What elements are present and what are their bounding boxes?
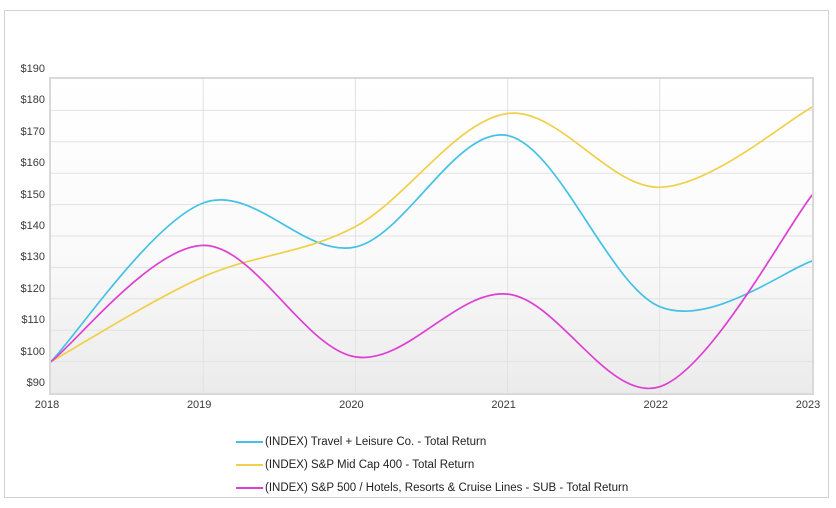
x-axis-tick-label: 2023 [795, 399, 821, 411]
series-travel-leisure-line [51, 134, 812, 363]
y-axis-tick-label: $150 [20, 188, 45, 201]
legend-label: (INDEX) S&P Mid Cap 400 - Total Return [265, 459, 475, 471]
gridlines [51, 79, 812, 393]
series-sp-midcap-400-line [51, 106, 812, 363]
legend-line-swatch [236, 487, 263, 489]
legend-line-swatch [236, 441, 263, 443]
chart-frame: $90 $100 $110 $120 $130 $140 $150 $160 $170 $180 $… [4, 10, 829, 498]
x-axis-tick-label: 2019 [186, 399, 212, 411]
y-axis-tick-label: $100 [20, 345, 45, 358]
series-lines [51, 106, 812, 390]
plot-canvas [51, 79, 812, 393]
y-axis-tick-label: $170 [20, 125, 45, 138]
legend-item: (INDEX) Travel + Leisure Co. - Total Ret… [236, 435, 486, 449]
y-axis-tick-label: $120 [20, 282, 45, 295]
y-axis-tick-label: $140 [20, 220, 45, 232]
legend-label: (INDEX) Travel + Leisure Co. - Total Ret… [265, 436, 487, 448]
y-axis-tick-label: $110 [21, 314, 45, 327]
y-axis-tick-label: $190 [20, 63, 45, 75]
x-axis-tick-label: 2021 [491, 399, 516, 411]
y-axis-tick-label: $160 [20, 157, 45, 170]
y-axis-tick-label: $90 [26, 377, 45, 389]
x-axis-tick-label: 2018 [34, 399, 60, 411]
legend-item: (INDEX) S&P 500 / Hotels, Resorts & Crui… [236, 481, 628, 495]
y-axis-tick-label: $180 [20, 94, 45, 107]
plot-area [49, 77, 814, 395]
legend-label: (INDEX) S&P 500 / Hotels, Resorts & Crui… [265, 482, 629, 494]
y-axis-tick-label: $130 [20, 251, 45, 264]
x-axis-tick-label: 2020 [339, 399, 364, 411]
legend-line-swatch [236, 464, 263, 466]
x-axis-tick-label: 2022 [643, 399, 669, 411]
series-sp500-hotels-line [51, 194, 812, 390]
legend-item: (INDEX) S&P Mid Cap 400 - Total Return [236, 458, 474, 472]
